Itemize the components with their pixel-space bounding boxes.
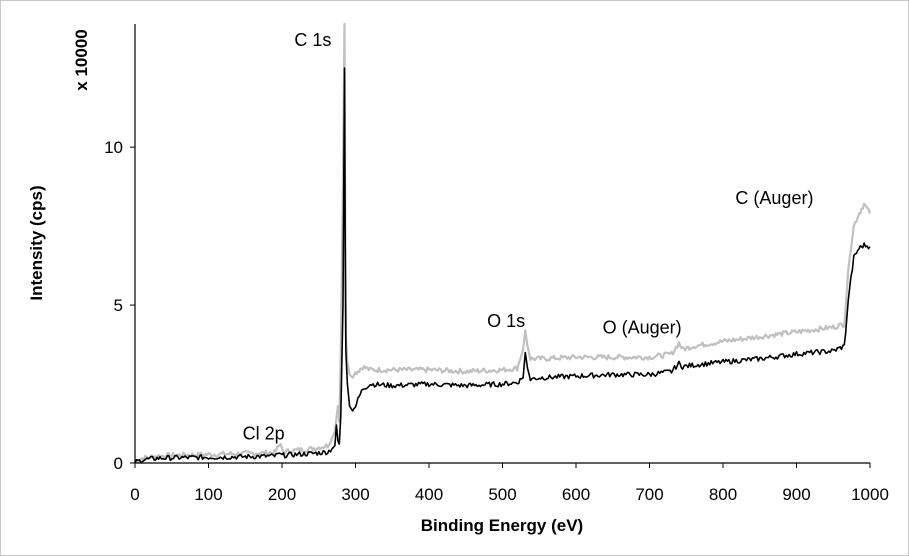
x-tick-label: 700 [635,485,663,504]
series-line-black [134,67,871,464]
x-tick-label: 400 [415,485,443,504]
y-axis-title: Intensity (cps) [27,185,46,300]
peak-annotation: C 1s [294,30,331,50]
x-tick-label: 800 [709,485,737,504]
y-axis-ticks: 0 5 10 [104,138,135,473]
x-axis-ticks: 0 100 200 300 400 500 600 700 800 900 1000 [130,463,889,504]
x-axis-title: Binding Energy (eV) [421,516,583,535]
x-tick-label: 300 [341,485,369,504]
x-tick-label: 200 [268,485,296,504]
x-tick-label: 900 [782,485,810,504]
peak-annotation: O 1s [487,311,525,331]
y-axis-multiplier: x 10000 [72,29,91,90]
peak-annotation: C (Auger) [735,188,813,208]
peak-annotations: C 1s Cl 2p O 1s O (Auger) C (Auger) [243,30,814,443]
x-tick-label: 100 [194,485,222,504]
x-tick-label: 0 [130,485,139,504]
series-layer [134,22,872,464]
x-tick-label: 600 [562,485,590,504]
x-tick-label: 500 [488,485,516,504]
series-line-gray [134,22,872,464]
x-tick-label: 1000 [851,485,889,504]
y-tick-label: 5 [114,296,123,315]
y-tick-label: 10 [104,138,123,157]
peak-annotation: O (Auger) [603,318,682,338]
peak-annotation: Cl 2p [243,423,285,443]
y-tick-label: 0 [114,454,123,473]
